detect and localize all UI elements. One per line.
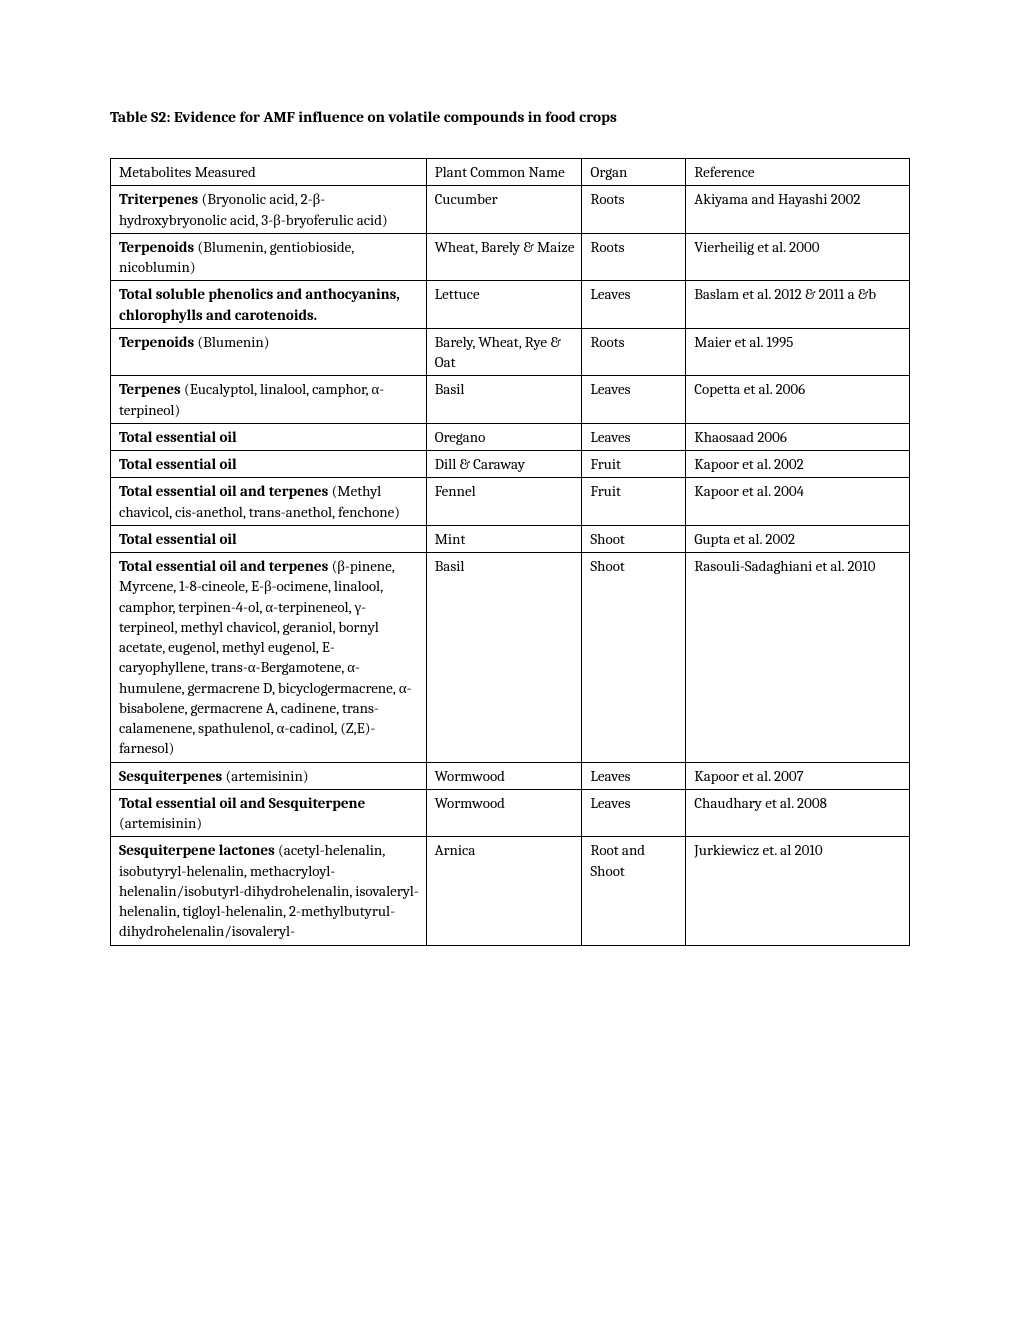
table-row: Terpenoids (Blumenin)Barely, Wheat, Rye … <box>111 328 910 376</box>
reference-cell: Akiyama and Hayashi 2002 <box>686 186 910 234</box>
plant-cell: Arnica <box>426 837 582 945</box>
plant-cell: Lettuce <box>426 281 582 329</box>
table-row: Total essential oil and terpenes (Methyl… <box>111 478 910 526</box>
metabolites-cell: Sesquiterpenes (artemisinin) <box>111 762 427 789</box>
organ-cell: Leaves <box>582 281 686 329</box>
organ-cell: Leaves <box>582 789 686 837</box>
reference-cell: Kapoor et al. 2004 <box>686 478 910 526</box>
organ-cell: Roots <box>582 328 686 376</box>
reference-cell: Chaudhary et al. 2008 <box>686 789 910 837</box>
plant-cell: Oregano <box>426 423 582 450</box>
plant-cell: Mint <box>426 525 582 552</box>
header-cell: Organ <box>582 159 686 186</box>
metabolites-cell: Sesquiterpene lactones (acetyl-helenalin… <box>111 837 427 945</box>
table-row: Triterpenes (Bryonolic acid, 2-β-hydroxy… <box>111 186 910 234</box>
header-cell: Metabolites Measured <box>111 159 427 186</box>
table-row: Terpenes (Eucalyptol, linalool, camphor,… <box>111 376 910 424</box>
metabolites-cell: Terpenes (Eucalyptol, linalool, camphor,… <box>111 376 427 424</box>
organ-cell: Shoot <box>582 553 686 763</box>
metabolites-cell: Terpenoids (Blumenin, gentiobioside, nic… <box>111 233 427 281</box>
organ-cell: Fruit <box>582 451 686 478</box>
metabolites-cell: Total soluble phenolics and anthocyanins… <box>111 281 427 329</box>
reference-cell: Rasouli-Sadaghiani et al. 2010 <box>686 553 910 763</box>
reference-cell: Kapoor et al. 2002 <box>686 451 910 478</box>
reference-cell: Vierheilig et al. 2000 <box>686 233 910 281</box>
metabolites-cell: Total essential oil and terpenes (Methyl… <box>111 478 427 526</box>
table-row: Sesquiterpenes (artemisinin)WormwoodLeav… <box>111 762 910 789</box>
reference-cell: Maier et al. 1995 <box>686 328 910 376</box>
plant-cell: Basil <box>426 376 582 424</box>
metabolites-cell: Total essential oil <box>111 451 427 478</box>
table-row: Total soluble phenolics and anthocyanins… <box>111 281 910 329</box>
evidence-table: Metabolites MeasuredPlant Common NameOrg… <box>110 158 910 946</box>
organ-cell: Roots <box>582 186 686 234</box>
plant-cell: Barely, Wheat, Rye & Oat <box>426 328 582 376</box>
organ-cell: Shoot <box>582 525 686 552</box>
plant-cell: Wormwood <box>426 762 582 789</box>
table-row: Total essential oil and terpenes (β-pine… <box>111 553 910 763</box>
reference-cell: Gupta et al. 2002 <box>686 525 910 552</box>
plant-cell: Fennel <box>426 478 582 526</box>
table-row: Total essential oilMintShootGupta et al.… <box>111 525 910 552</box>
table-row: Total essential oilDill & CarawayFruitKa… <box>111 451 910 478</box>
header-cell: Reference <box>686 159 910 186</box>
table-row: Sesquiterpene lactones (acetyl-helenalin… <box>111 837 910 945</box>
table-row: Total essential oil and Sesquiterpene (a… <box>111 789 910 837</box>
plant-cell: Wormwood <box>426 789 582 837</box>
organ-cell: Root and Shoot <box>582 837 686 945</box>
table-row: Total essential oilOreganoLeavesKhaosaad… <box>111 423 910 450</box>
reference-cell: Jurkiewicz et. al 2010 <box>686 837 910 945</box>
plant-cell: Cucumber <box>426 186 582 234</box>
organ-cell: Fruit <box>582 478 686 526</box>
metabolites-cell: Triterpenes (Bryonolic acid, 2-β-hydroxy… <box>111 186 427 234</box>
metabolites-cell: Terpenoids (Blumenin) <box>111 328 427 376</box>
plant-cell: Wheat, Barely & Maize <box>426 233 582 281</box>
table-row: Terpenoids (Blumenin, gentiobioside, nic… <box>111 233 910 281</box>
metabolites-cell: Total essential oil and terpenes (β-pine… <box>111 553 427 763</box>
metabolites-cell: Total essential oil <box>111 525 427 552</box>
metabolites-cell: Total essential oil and Sesquiterpene (a… <box>111 789 427 837</box>
plant-cell: Dill & Caraway <box>426 451 582 478</box>
organ-cell: Leaves <box>582 762 686 789</box>
reference-cell: Khaosaad 2006 <box>686 423 910 450</box>
reference-cell: Baslam et al. 2012 & 2011 a &b <box>686 281 910 329</box>
reference-cell: Kapoor et al. 2007 <box>686 762 910 789</box>
organ-cell: Roots <box>582 233 686 281</box>
organ-cell: Leaves <box>582 376 686 424</box>
organ-cell: Leaves <box>582 423 686 450</box>
table-title: Table S2: Evidence for AMF influence on … <box>110 108 910 126</box>
header-cell: Plant Common Name <box>426 159 582 186</box>
plant-cell: Basil <box>426 553 582 763</box>
reference-cell: Copetta et al. 2006 <box>686 376 910 424</box>
metabolites-cell: Total essential oil <box>111 423 427 450</box>
